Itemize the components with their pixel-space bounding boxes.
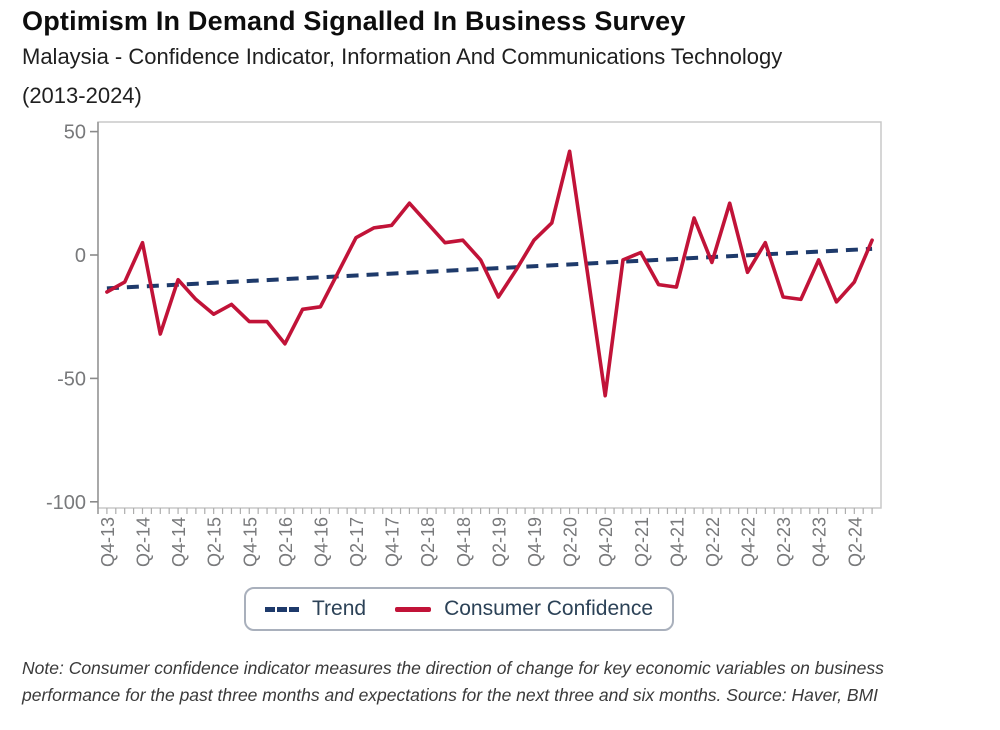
trend-line-swatch — [264, 606, 299, 612]
x-axis-label: Q2-20 — [561, 517, 581, 567]
x-axis-label: Q2-21 — [632, 517, 652, 567]
x-axis-label: Q2-24 — [845, 517, 865, 567]
y-axis-label: 0 — [75, 245, 86, 267]
x-axis-label: Q2-15 — [205, 517, 225, 567]
x-axis-label: Q2-14 — [133, 517, 153, 567]
x-axis-label: Q2-23 — [774, 517, 794, 567]
x-axis-label: Q4-19 — [525, 517, 545, 567]
x-axis-label: Q4-22 — [739, 517, 759, 567]
legend-label-consumer-confidence: Consumer Confidence — [444, 597, 654, 620]
footnote: Note: Consumer confidence indicator meas… — [22, 658, 884, 706]
x-axis-label: Q4-13 — [98, 517, 118, 567]
legend-label-trend: Trend — [311, 597, 367, 620]
y-axis-label: -50 — [57, 368, 86, 390]
consumer-confidence-swatch — [395, 606, 432, 612]
x-axis-label: Q2-19 — [489, 517, 509, 567]
x-axis-label: Q4-18 — [454, 517, 474, 567]
page-subtitle: Malaysia - Confidence Indicator, Informa… — [22, 44, 783, 69]
x-axis-label: Q4-15 — [240, 517, 260, 567]
y-axis-label: -100 — [46, 492, 86, 514]
x-axis-label: Q2-17 — [347, 517, 367, 567]
chart-legend: Trend Consumer Confidence — [244, 587, 674, 631]
x-axis-label: Q4-17 — [383, 517, 403, 567]
x-axis-label: Q4-14 — [169, 517, 189, 567]
trend-line — [106, 246, 873, 291]
x-axis-label: Q2-16 — [276, 517, 296, 567]
x-axis-label: Q4-20 — [596, 517, 616, 567]
x-axis-label: Q4-23 — [810, 517, 830, 567]
page-subtitle-years: (2013-2024) — [22, 83, 142, 108]
x-axis-label: Q2-22 — [703, 517, 723, 567]
x-axis-label: Q4-16 — [311, 517, 331, 567]
page-title: Optimism In Demand Signalled In Business… — [22, 6, 686, 36]
y-axis-label: 50 — [64, 122, 86, 144]
x-axis-label: Q2-18 — [418, 517, 438, 567]
consumer-confidence-line — [105, 149, 874, 398]
x-axis-label: Q4-21 — [667, 517, 687, 567]
